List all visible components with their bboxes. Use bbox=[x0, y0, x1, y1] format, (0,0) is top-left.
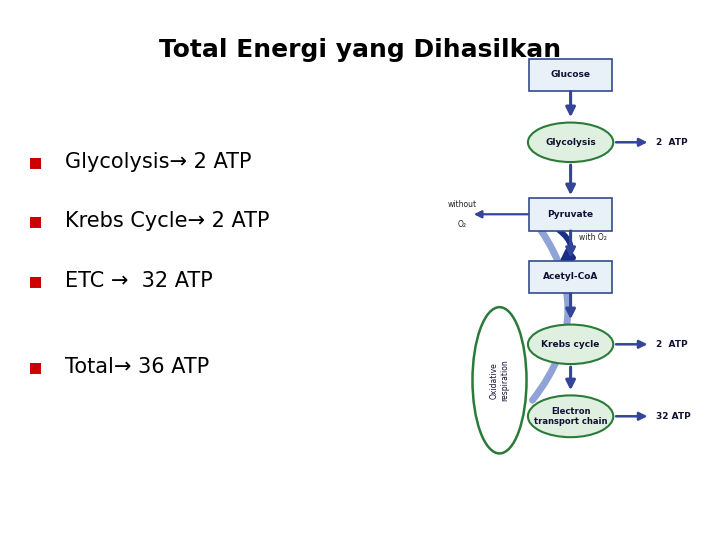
FancyArrowPatch shape bbox=[533, 219, 568, 400]
Text: Total→ 36 ATP: Total→ 36 ATP bbox=[65, 357, 209, 377]
Ellipse shape bbox=[528, 123, 613, 162]
Text: Pyruvate: Pyruvate bbox=[547, 210, 594, 219]
Text: Electron
transport chain: Electron transport chain bbox=[534, 407, 608, 426]
Text: Krebs Cycle→ 2 ATP: Krebs Cycle→ 2 ATP bbox=[65, 211, 269, 232]
FancyArrowPatch shape bbox=[559, 230, 573, 260]
Text: ▪: ▪ bbox=[28, 271, 44, 291]
Ellipse shape bbox=[528, 325, 613, 364]
FancyBboxPatch shape bbox=[529, 59, 612, 91]
Text: Glucose: Glucose bbox=[551, 70, 590, 79]
Text: with O₂: with O₂ bbox=[579, 233, 607, 242]
Text: 2  ATP: 2 ATP bbox=[656, 340, 688, 349]
Text: 2  ATP: 2 ATP bbox=[656, 138, 688, 147]
Text: 32 ATP: 32 ATP bbox=[656, 412, 690, 421]
Text: ▪: ▪ bbox=[28, 211, 44, 232]
Text: Glycolysis→ 2 ATP: Glycolysis→ 2 ATP bbox=[65, 152, 251, 172]
Text: ▪: ▪ bbox=[28, 357, 44, 377]
Text: ETC →  32 ATP: ETC → 32 ATP bbox=[65, 271, 212, 291]
FancyBboxPatch shape bbox=[529, 198, 612, 231]
Text: without: without bbox=[448, 200, 477, 208]
Text: Oxidative
respiration: Oxidative respiration bbox=[490, 360, 509, 401]
Ellipse shape bbox=[528, 395, 613, 437]
Text: Krebs cycle: Krebs cycle bbox=[541, 340, 600, 349]
Text: Acetyl-CoA: Acetyl-CoA bbox=[543, 273, 598, 281]
Text: Glycolysis: Glycolysis bbox=[545, 138, 596, 147]
Text: ▪: ▪ bbox=[28, 152, 44, 172]
Text: Total Energi yang Dihasilkan: Total Energi yang Dihasilkan bbox=[159, 38, 561, 62]
FancyBboxPatch shape bbox=[529, 261, 612, 293]
Text: O₂: O₂ bbox=[458, 220, 467, 229]
